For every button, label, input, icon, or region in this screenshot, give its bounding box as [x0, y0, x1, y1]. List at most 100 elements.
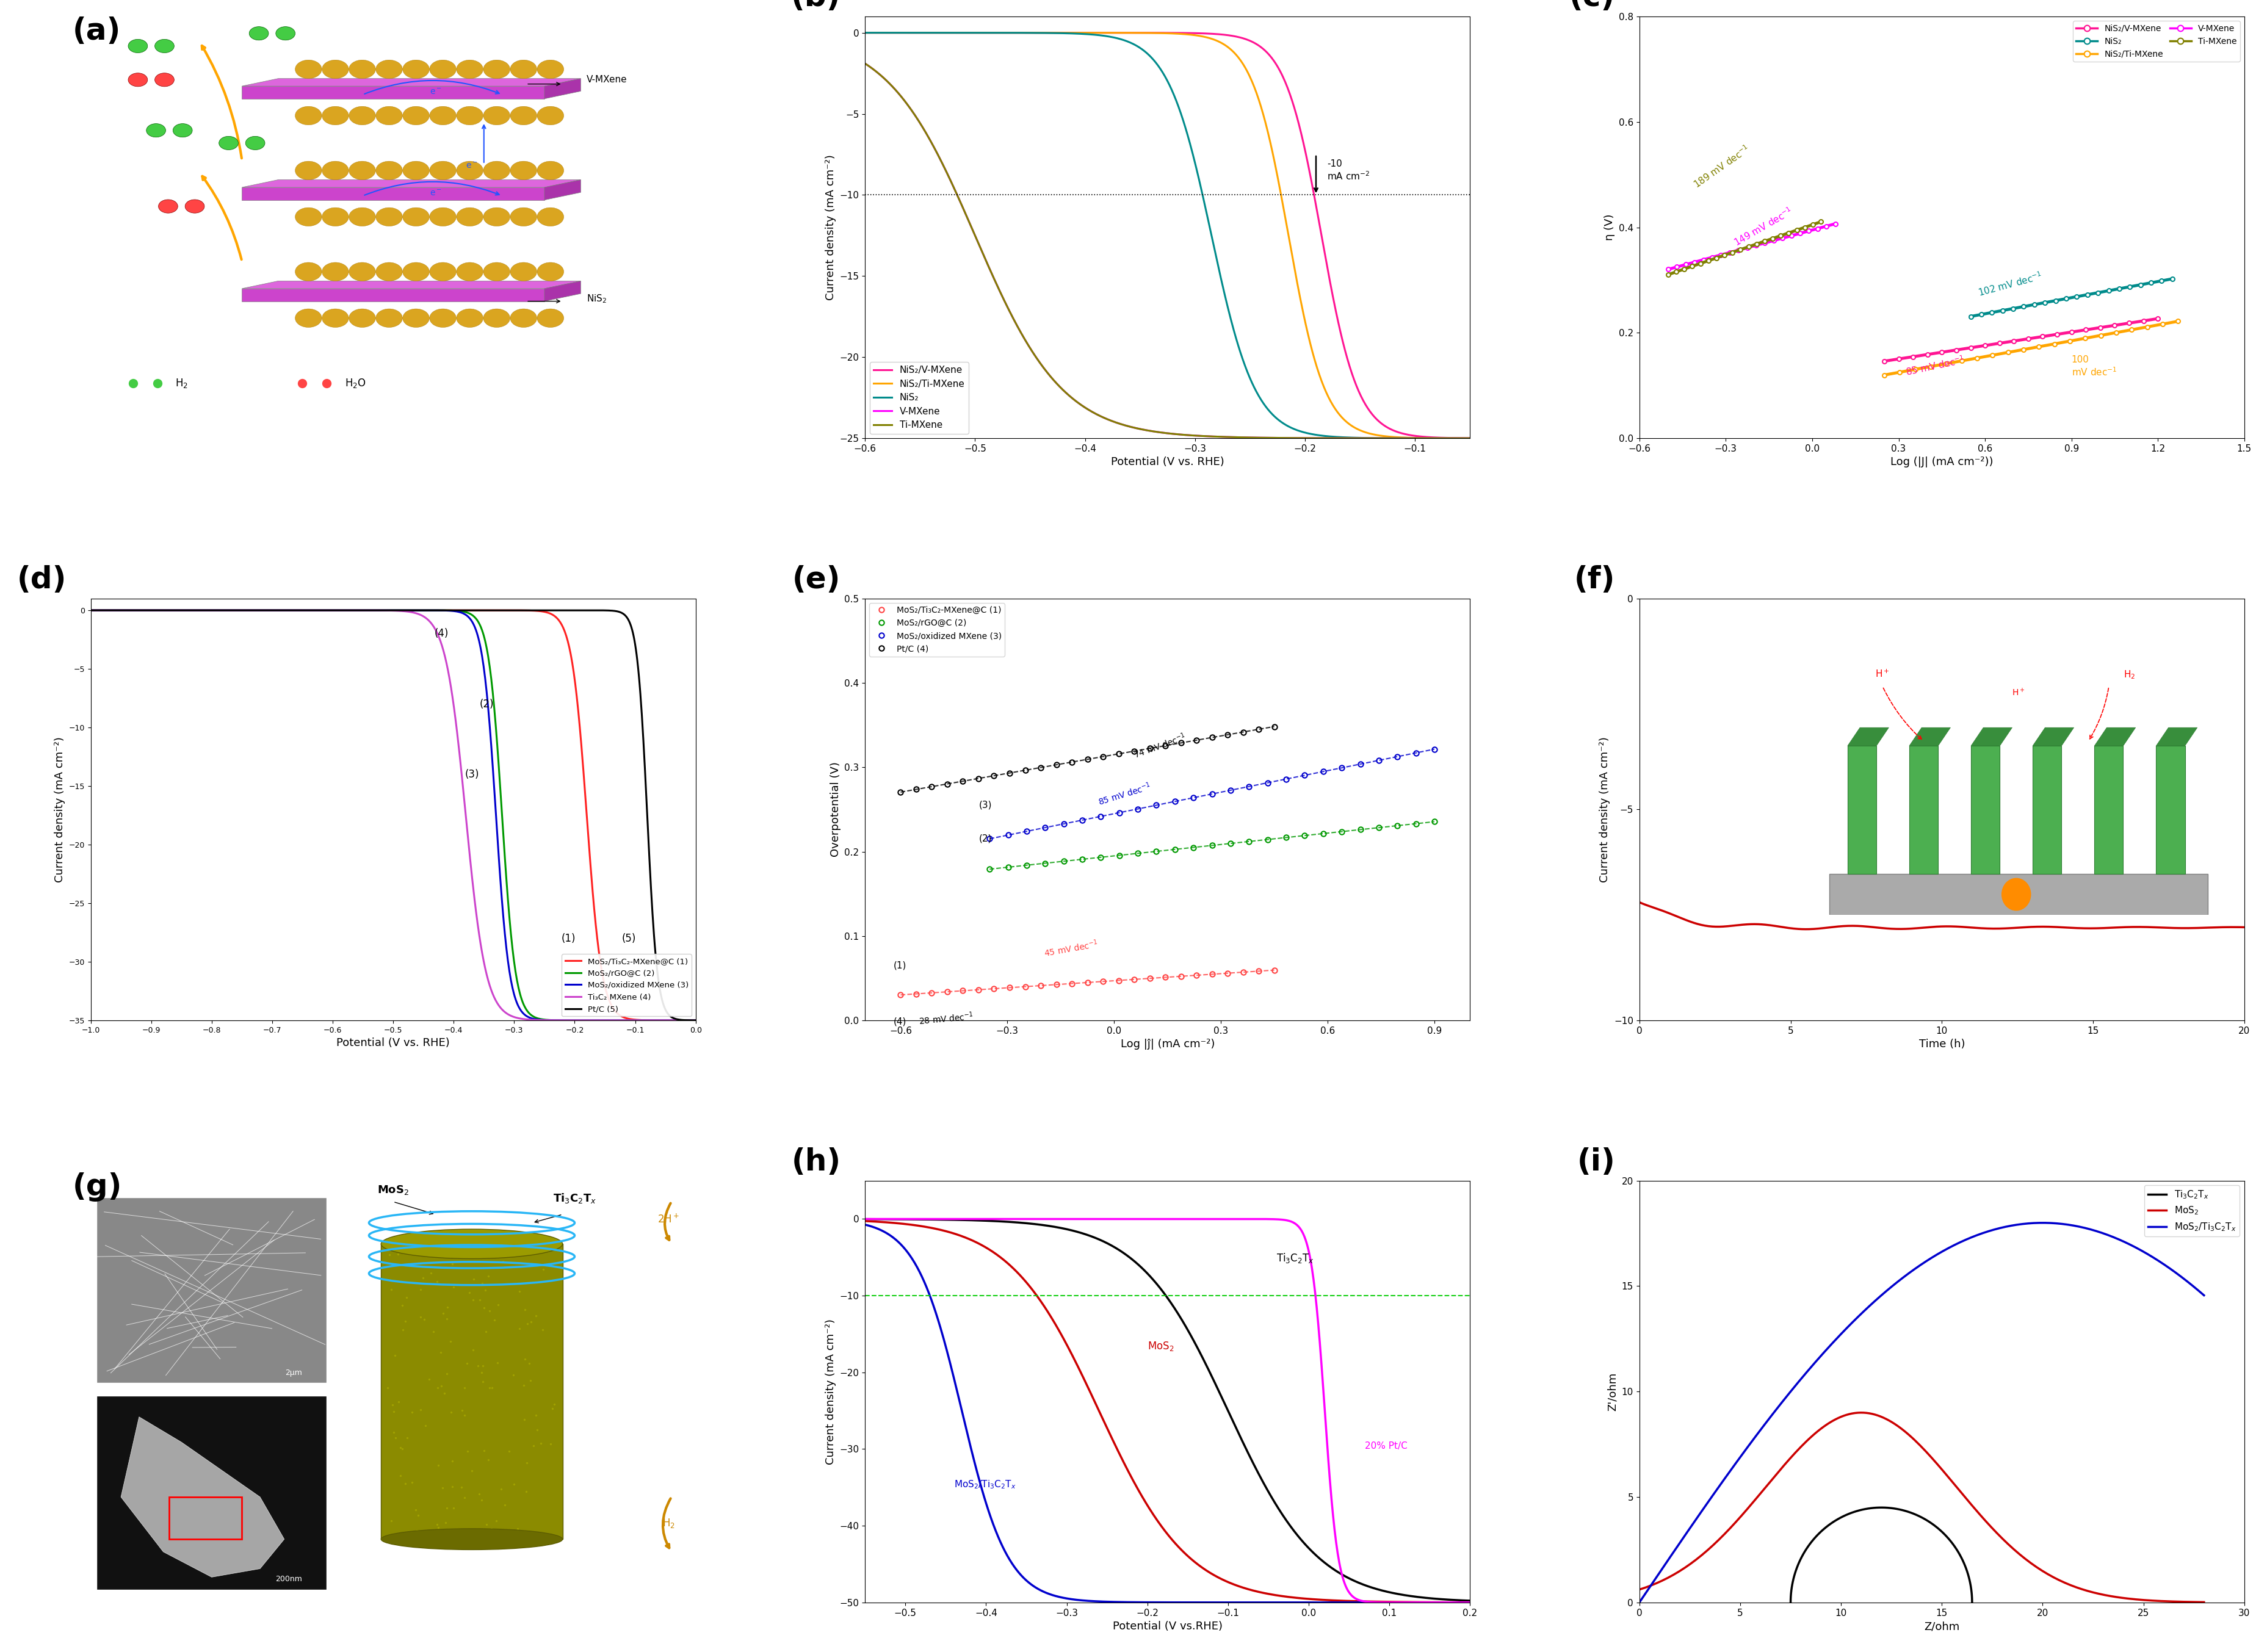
MoS$_2$/Ti$_3$C$_2$T$_x$ — [2165, 1265, 2192, 1285]
FancyBboxPatch shape — [97, 1396, 326, 1589]
Line: MoS₂/rGO@C (2): MoS₂/rGO@C (2) — [91, 610, 696, 1021]
Ti$_3$C$_2$T$_x$ — [1791, 1540, 1818, 1559]
Pt/C (4) — [1059, 752, 1086, 771]
MoS₂ — [889, 1214, 916, 1234]
Line: MoS₂/rGO@C (2): MoS₂/rGO@C (2) — [986, 819, 1437, 872]
Circle shape — [404, 59, 428, 79]
Y-axis label: η (V): η (V) — [1605, 215, 1616, 241]
MoS₂/oxidized MXene (3) — [682, 1011, 710, 1031]
Circle shape — [428, 263, 456, 281]
Circle shape — [295, 263, 322, 281]
Pt/C (4) — [918, 776, 945, 796]
Ti₃C₂ MXene (4) — [428, 636, 456, 656]
MoS₂/oxidized MXene (3) — [77, 600, 104, 620]
NiS₂ — [1372, 428, 1399, 448]
MoS₂/Ti₃C₂Tₓ — [1322, 1593, 1349, 1612]
MoS₂ — [1247, 1583, 1274, 1602]
Circle shape — [349, 162, 376, 180]
Text: NiS$_2$: NiS$_2$ — [587, 294, 608, 306]
Text: (f): (f) — [1573, 565, 1614, 595]
MoS₂/rGO@C (2) — [113, 600, 141, 620]
MoS₂/rGO@C (2) — [1068, 849, 1095, 869]
20% Pt/C — [1213, 1209, 1240, 1229]
V-MXene — [1238, 428, 1265, 448]
MoS₂ — [1474, 1593, 1501, 1612]
Circle shape — [349, 59, 376, 79]
V-MXene — [852, 53, 880, 73]
Ti₃C₂Tₓ — [889, 1209, 916, 1229]
Polygon shape — [243, 281, 580, 289]
Circle shape — [456, 309, 483, 327]
FancyBboxPatch shape — [381, 1244, 562, 1540]
MoS$_2$ — [2165, 1593, 2192, 1612]
Pt/C (5) — [428, 600, 456, 620]
MoS₂/oxidized MXene (3) — [1124, 800, 1152, 819]
Pt/C (4) — [902, 780, 929, 800]
MoS₂/Ti₃C₂Tₓ — [889, 1237, 916, 1257]
Text: 20% Pt/C: 20% Pt/C — [1365, 1442, 1408, 1450]
Circle shape — [483, 162, 510, 180]
Y-axis label: Current density (mA cm⁻²): Current density (mA cm⁻²) — [1601, 737, 1610, 882]
Pt/C (5) — [462, 600, 490, 620]
Line: NiS₂/V-MXene: NiS₂/V-MXene — [866, 33, 1469, 438]
Circle shape — [154, 73, 175, 86]
NiS₂/Ti-MXene — [1238, 68, 1265, 88]
Circle shape — [510, 263, 537, 281]
MoS$_2$/Ti$_3$C$_2$T$_x$ — [1775, 1383, 1802, 1403]
Ti₃C₂ MXene (4) — [535, 1011, 562, 1031]
Pt/C (5) — [682, 1011, 710, 1031]
MoS₂/rGO@C (2) — [682, 1011, 710, 1031]
Polygon shape — [243, 79, 580, 86]
MoS₂/oxidized MXene (3) — [1347, 755, 1374, 775]
Text: (1): (1) — [562, 933, 576, 943]
Circle shape — [510, 59, 537, 79]
Pt/C (4) — [979, 767, 1007, 786]
MoS₂/rGO@C (2) — [1143, 841, 1170, 861]
Pt/C (4) — [1260, 717, 1288, 737]
Ti₃C₂ MXene (4) — [462, 902, 490, 922]
NiS₂/Ti-MXene — [1204, 31, 1231, 51]
Text: 74 mV dec$^{-1}$: 74 mV dec$^{-1}$ — [1131, 732, 1188, 760]
MoS₂/rGO@C (2) — [428, 600, 456, 620]
MoS₂/oxidized MXene (3) — [1161, 791, 1188, 811]
V-MXene — [1310, 428, 1338, 448]
Text: (c): (c) — [1569, 0, 1614, 12]
Pt/C (4) — [1136, 738, 1163, 758]
MoS₂/rGO@C (2) — [444, 601, 472, 621]
Ti-MXene — [1310, 428, 1338, 448]
Y-axis label: Z'/ohm: Z'/ohm — [1607, 1373, 1619, 1411]
Circle shape — [277, 26, 295, 40]
MoS₂/oxidized MXene (3) — [1179, 788, 1206, 808]
Legend: NiS₂/V-MXene, NiS₂/Ti-MXene, NiS₂, V-MXene, Ti-MXene: NiS₂/V-MXene, NiS₂/Ti-MXene, NiS₂, V-MXe… — [871, 362, 968, 433]
Line: Ti₃C₂Tₓ: Ti₃C₂Tₓ — [866, 1219, 1487, 1601]
Line: MoS₂/oxidized MXene (3): MoS₂/oxidized MXene (3) — [986, 747, 1437, 841]
Legend: NiS₂/V-MXene, NiS₂, NiS₂/Ti-MXene, V-MXene, Ti-MXene: NiS₂/V-MXene, NiS₂, NiS₂/Ti-MXene, V-MXe… — [2072, 21, 2240, 61]
Circle shape — [404, 263, 428, 281]
MoS$_2$/Ti$_3$C$_2$T$_x$ — [2190, 1285, 2217, 1305]
Circle shape — [295, 309, 322, 327]
Text: MoS$_2$: MoS$_2$ — [376, 1184, 408, 1196]
Text: 102 mV dec$^{-1}$: 102 mV dec$^{-1}$ — [1977, 271, 2043, 299]
Polygon shape — [544, 180, 580, 200]
X-axis label: Potential (V vs.RHE): Potential (V vs.RHE) — [1113, 1621, 1222, 1632]
Text: (a): (a) — [73, 17, 120, 46]
Circle shape — [404, 208, 428, 226]
Circle shape — [154, 40, 175, 53]
MoS₂/rGO@C (2) — [598, 1011, 626, 1031]
Pt/C (4) — [1183, 730, 1211, 750]
Pt/C (4) — [1213, 725, 1240, 745]
MoS₂/oxidized MXene (3) — [1403, 743, 1430, 763]
MoS₂/oxidized MXene (3) — [1365, 750, 1392, 770]
MoS₂/Ti₃C₂-MXene@C (1) — [1152, 968, 1179, 988]
Legend: MoS₂/Ti₃C₂-MXene@C (1), MoS₂/rGO@C (2), MoS₂/oxidized MXene (3), Ti₃C₂ MXene (4): MoS₂/Ti₃C₂-MXene@C (1), MoS₂/rGO@C (2), … — [562, 955, 691, 1016]
MoS₂/oxidized MXene (3) — [1328, 758, 1356, 778]
V-MXene — [889, 88, 916, 107]
20% Pt/C — [1229, 1209, 1256, 1229]
Text: MoS$_2$: MoS$_2$ — [1147, 1340, 1174, 1353]
MoS₂/rGO@C (2) — [1328, 821, 1356, 841]
MoS₂/oxidized MXene (3) — [535, 1011, 562, 1031]
Circle shape — [483, 106, 510, 126]
MoS₂/Ti₃C₂-MXene@C (1) — [1104, 970, 1131, 990]
Circle shape — [483, 59, 510, 79]
Ti$_3$C$_2$T$_x$ — [1807, 1521, 1834, 1541]
